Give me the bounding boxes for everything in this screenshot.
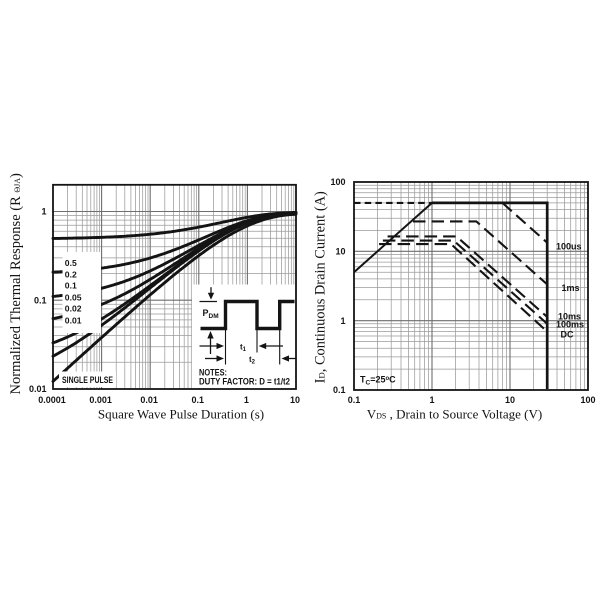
svg-text:0.01: 0.01 [140,395,158,405]
svg-text:0.1: 0.1 [348,395,361,405]
svg-text:t1: t1 [240,343,247,354]
svg-text:NOTES:: NOTES: [199,367,227,377]
svg-text:0.1: 0.1 [65,281,77,291]
svg-text:DC: DC [561,329,574,339]
svg-text:DUTY FACTOR: D = t1/t2: DUTY FACTOR: D = t1/t2 [199,376,290,386]
svg-text:100us: 100us [556,242,582,252]
svg-text:0.5: 0.5 [65,258,77,268]
svg-text:0.1: 0.1 [333,385,346,395]
svg-text:1ms: 1ms [562,283,580,293]
svg-text:0.02: 0.02 [65,304,82,314]
svg-text:10: 10 [335,247,345,257]
svg-text:t2: t2 [249,355,256,366]
svg-text:100: 100 [330,177,345,187]
svg-text:1: 1 [340,316,345,326]
svg-text:0.1: 0.1 [34,295,47,305]
svg-text:100: 100 [580,395,595,405]
svg-text:0.01: 0.01 [29,384,47,394]
svg-text:1: 1 [41,207,46,217]
svg-text:1: 1 [244,395,249,405]
svg-text:10: 10 [290,395,300,405]
svg-text:TC=25oC: TC=25oC [360,375,396,387]
svg-text:Normalized Thermal Response (R: Normalized Thermal Response (R ΘJA) [8,173,24,395]
svg-text:0.2: 0.2 [65,270,77,280]
svg-text:10: 10 [505,395,515,405]
svg-text:0.05: 0.05 [65,293,82,303]
svg-text:1: 1 [429,395,434,405]
svg-text:ID, Continuous Drain Current: ID, Continuous Drain Current (A) [313,191,329,383]
svg-text:Square Wave Pulse Duration (s): Square Wave Pulse Duration (s) [98,406,264,421]
svg-text:10ms: 10ms [558,311,581,321]
svg-text:100ms: 100ms [556,320,584,330]
svg-text:0.01: 0.01 [65,315,82,325]
svg-text:SINGLE PULSE: SINGLE PULSE [62,375,113,385]
svg-text:0.0001: 0.0001 [38,395,66,405]
svg-text:0.1: 0.1 [192,395,205,405]
svg-text:0.001: 0.001 [89,395,112,405]
svg-text:VDS , Drain to Source Voltage: VDS , Drain to Source Voltage (V) [367,406,542,421]
